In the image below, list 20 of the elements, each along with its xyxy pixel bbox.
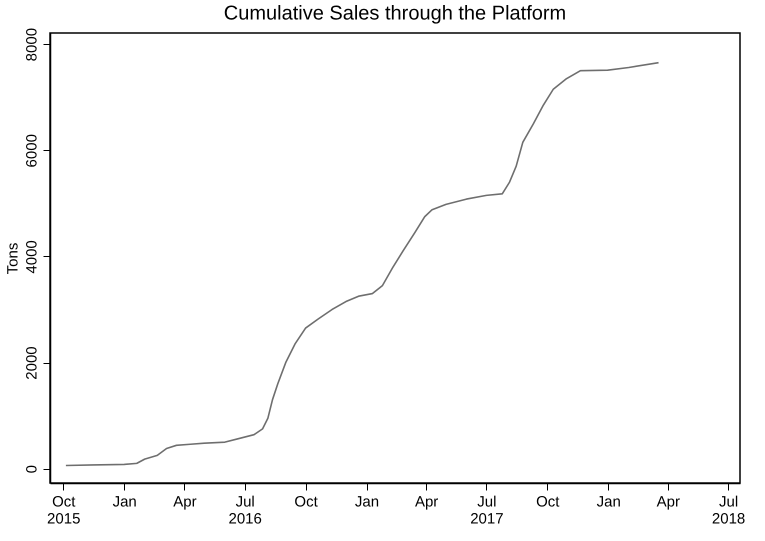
y-tick-label: 6000 (24, 134, 40, 168)
y-axis-title: Tons (4, 242, 22, 274)
x-tick-label: Apr (656, 494, 680, 510)
x-tick-label: Oct (294, 494, 319, 510)
y-tick-label: 4000 (24, 240, 40, 274)
y-tick-label: 8000 (24, 28, 40, 62)
x-tick-label: Jan (354, 494, 380, 510)
line-series (65, 62, 660, 466)
chart-title: Cumulative Sales through the Platform (224, 2, 566, 24)
x-tick-label: Jan (112, 494, 137, 510)
x-tick-label: Oct 2015 (47, 494, 80, 528)
x-tick-label: Jul 2016 (228, 494, 262, 528)
x-tick-label: Apr (173, 494, 197, 510)
x-tick-label: Jul 2018 (712, 494, 746, 528)
y-tick-label: 0 (24, 465, 40, 474)
x-tick-label: Oct (536, 494, 560, 510)
x-tick-label: Jan (596, 494, 621, 510)
x-tick-label: Jul 2017 (470, 494, 504, 528)
y-tick-label: 2000 (24, 346, 40, 380)
x-tick-label: Apr (414, 494, 438, 510)
